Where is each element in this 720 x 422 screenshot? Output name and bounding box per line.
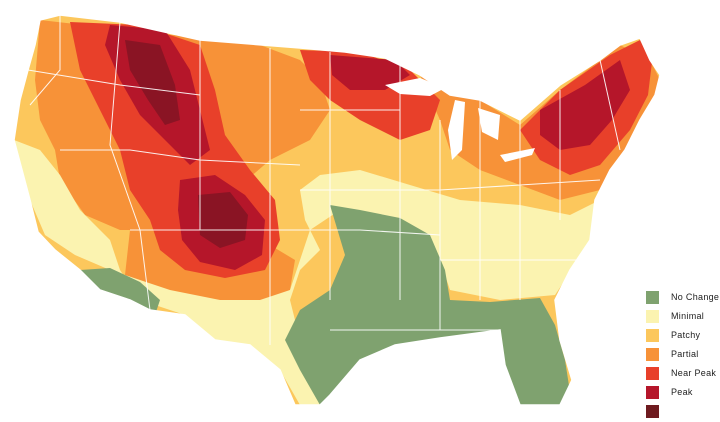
map-legend: No Change Minimal Patchy Partial Near Pe… [646,289,720,422]
legend-swatch [646,291,659,304]
legend-swatch [646,405,659,418]
us-outline [13,14,661,405]
legend-label: Peak [671,387,693,397]
state-borders [27,15,621,345]
legend-label: Near Peak [671,368,717,378]
legend-swatch [646,348,659,361]
legend-item-minimal: Minimal [646,308,720,327]
lake-erie [500,148,535,162]
lake-michigan [448,100,465,160]
region-minimal-west-coast [14,140,600,405]
legend-swatch [646,310,659,323]
region-no-change-arizona [80,268,160,315]
region-peak-new-york [540,60,630,150]
lake-huron [478,108,500,140]
legend-item-near-peak: Near Peak [646,365,720,384]
legend-item-peak: Peak [646,384,720,403]
legend-item-no-change: No Change [646,289,720,308]
legend-swatch [646,329,659,342]
legend-label: Patchy [671,330,701,340]
foliage-regions [14,15,660,405]
legend-label: Partial [671,349,699,359]
legend-item-partial: Partial [646,346,720,365]
legend-swatch [646,367,659,380]
legend-label: No Change [671,292,720,302]
legend-item-patchy: Patchy [646,327,720,346]
legend-label: Minimal [671,311,705,321]
region-peak-minnesota [330,55,410,90]
great-lakes [385,78,535,162]
fall-foliage-map [13,14,661,405]
legend-swatch [646,386,659,399]
lake-superior [385,78,445,96]
legend-item-past-peak [646,403,720,422]
region-peak-deep-core [125,40,180,125]
region-peak-deep-colorado [198,192,248,248]
